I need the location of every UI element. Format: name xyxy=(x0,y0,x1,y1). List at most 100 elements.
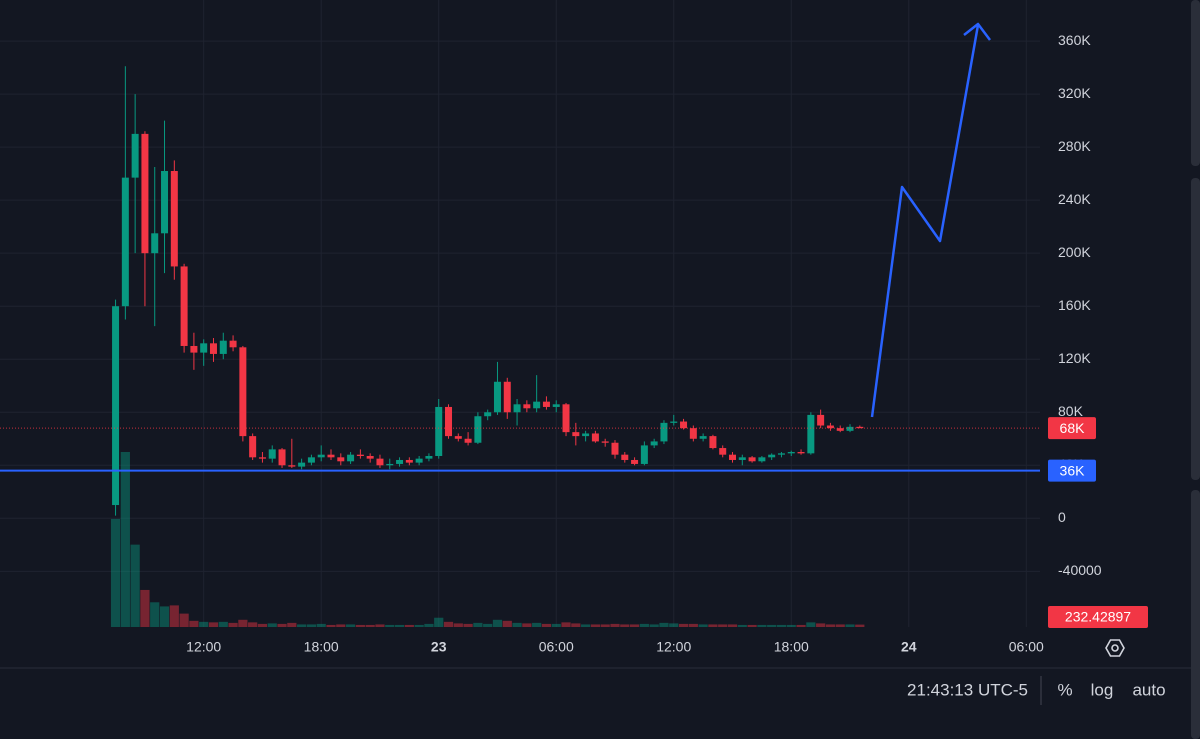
y-tick-label: 120K xyxy=(1058,350,1091,366)
volume-bar xyxy=(502,620,512,627)
volume-bar xyxy=(130,544,140,627)
candle-body xyxy=(347,454,355,462)
volume-bar xyxy=(434,617,444,627)
volume-bar xyxy=(620,624,630,627)
candle-body xyxy=(513,404,521,413)
volume-bar xyxy=(414,624,424,627)
candle-body xyxy=(611,442,619,455)
volume-bar xyxy=(140,589,150,627)
volume-bar xyxy=(375,624,385,627)
volume-bar xyxy=(659,622,669,627)
candle-body xyxy=(307,457,315,463)
time-scale: 12:00 18:00 23 06:00 12:00 18:00 24 06:00 xyxy=(186,639,1044,655)
volume-bar xyxy=(708,624,718,627)
volume-bar xyxy=(404,624,414,627)
auto-button[interactable]: auto xyxy=(1132,680,1165,699)
candle-body xyxy=(278,449,286,466)
candle-body xyxy=(552,404,560,407)
grid xyxy=(0,0,1040,627)
volume-bar xyxy=(767,624,777,627)
candle-body xyxy=(650,441,658,446)
candle-body xyxy=(161,171,169,234)
volume-bar xyxy=(825,624,836,627)
volume-bar xyxy=(326,624,336,627)
candle-body xyxy=(572,432,580,437)
x-tick-label: 18:00 xyxy=(774,639,809,655)
volume-bar xyxy=(688,623,698,627)
price-label-box xyxy=(1048,417,1096,440)
candle-body xyxy=(386,463,394,466)
volume-bar xyxy=(629,624,640,627)
candle-body xyxy=(493,381,501,413)
y-tick-label: 320K xyxy=(1058,85,1091,101)
y-tick-label: 240K xyxy=(1058,191,1091,207)
volume-bar xyxy=(385,624,395,627)
volume-bar xyxy=(678,623,689,627)
candle-body xyxy=(660,422,668,442)
candle-body xyxy=(356,454,364,456)
candle-body xyxy=(337,457,345,462)
volume-bar xyxy=(835,624,845,627)
candle-body xyxy=(249,436,257,458)
candle-body xyxy=(405,459,413,463)
candle-body xyxy=(523,404,531,409)
y-tick-label: 80K xyxy=(1058,403,1084,419)
volume-bar xyxy=(159,606,170,627)
volume-bar xyxy=(492,619,503,627)
candle-body xyxy=(327,454,335,458)
drawn-arrow xyxy=(870,24,980,418)
side-panel xyxy=(1191,178,1200,480)
settings-icon[interactable] xyxy=(1105,639,1125,657)
price-label: 36K xyxy=(1060,462,1086,478)
candle-body xyxy=(454,436,462,439)
y-tick-label: 0 xyxy=(1058,509,1066,525)
candle-body xyxy=(601,441,609,443)
candle-body xyxy=(474,416,482,443)
x-tick-label: 18:00 xyxy=(304,639,339,655)
candle-body xyxy=(415,458,423,463)
volume-bar xyxy=(248,622,258,627)
candle-body xyxy=(209,343,217,354)
percent-button[interactable]: % xyxy=(1057,680,1072,699)
candle-body xyxy=(797,452,805,454)
candle-body xyxy=(268,449,276,459)
candle-body xyxy=(699,436,707,439)
candle-body xyxy=(288,465,296,467)
candle-body xyxy=(817,414,825,426)
volume-bars xyxy=(110,452,865,627)
volume-bar xyxy=(120,452,130,627)
x-tick-label: 12:00 xyxy=(656,639,691,655)
candle-body xyxy=(591,433,599,442)
volume-bar xyxy=(747,624,757,627)
candles xyxy=(112,66,864,516)
volume-bar xyxy=(169,605,179,627)
volume-bar xyxy=(199,621,209,627)
candle-body xyxy=(503,381,511,413)
candle-body xyxy=(582,433,590,437)
candle-body xyxy=(562,404,570,433)
candle-body xyxy=(464,438,472,443)
candle-body xyxy=(846,426,854,431)
x-tick-label: 12:00 xyxy=(186,639,221,655)
y-tick-label: 360K xyxy=(1058,32,1091,48)
volume-bar xyxy=(512,622,522,627)
volume-bar xyxy=(532,622,542,627)
volume-bar xyxy=(424,623,434,627)
candle-body xyxy=(298,462,306,467)
volume-label: 232.42897 xyxy=(1065,609,1131,625)
price-label-box xyxy=(1048,459,1096,482)
candle-body xyxy=(542,401,550,407)
candle-body xyxy=(640,445,648,464)
log-button[interactable]: log xyxy=(1091,680,1114,699)
candle-body xyxy=(631,459,639,464)
volume-bar xyxy=(267,623,277,627)
volume-bar xyxy=(786,624,796,627)
volume-bar xyxy=(355,624,365,627)
volume-bar xyxy=(473,622,483,627)
volume-bar xyxy=(483,623,493,627)
volume-bar xyxy=(806,622,816,627)
candle-body xyxy=(396,459,404,464)
candle-body xyxy=(777,453,785,455)
volume-bar xyxy=(561,622,571,627)
volume-bar xyxy=(394,624,405,627)
